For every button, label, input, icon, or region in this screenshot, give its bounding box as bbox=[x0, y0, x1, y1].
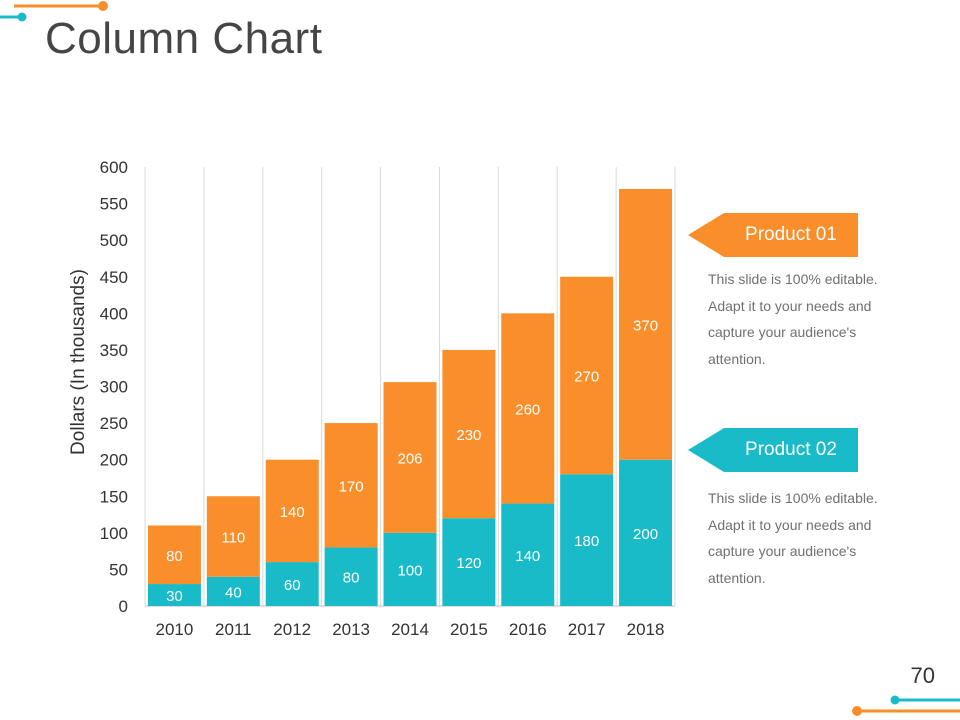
bar-product-01 bbox=[324, 423, 378, 548]
callout-label-product-01: Product 01 bbox=[745, 224, 837, 245]
description-line: This slide is 100% editable. bbox=[708, 271, 878, 287]
bar-product-02 bbox=[324, 547, 378, 606]
arrow-left-icon bbox=[688, 428, 858, 472]
top-orange-dot bbox=[98, 1, 108, 11]
x-tick-label: 2012 bbox=[273, 620, 311, 639]
data-label: 230 bbox=[456, 427, 481, 444]
y-tick-label: 0 bbox=[119, 597, 128, 616]
x-tick-label: 2016 bbox=[509, 620, 547, 639]
data-label: 370 bbox=[633, 317, 658, 334]
data-label: 170 bbox=[339, 478, 364, 495]
data-label: 140 bbox=[280, 504, 305, 521]
bar-product-01 bbox=[560, 276, 614, 475]
data-label: 180 bbox=[574, 533, 599, 550]
data-label: 80 bbox=[166, 548, 183, 565]
data-label: 140 bbox=[515, 548, 540, 565]
y-tick-label: 550 bbox=[100, 195, 128, 214]
data-label: 270 bbox=[574, 369, 599, 386]
bar-product-01 bbox=[265, 459, 319, 563]
data-label: 100 bbox=[397, 562, 422, 579]
y-tick-label: 450 bbox=[100, 268, 128, 287]
y-tick-label: 400 bbox=[100, 304, 128, 323]
y-tick-label: 50 bbox=[109, 560, 128, 579]
y-tick-label: 300 bbox=[100, 378, 128, 397]
top-teal-dot bbox=[17, 12, 27, 22]
data-label: 110 bbox=[221, 529, 245, 546]
arrow-left-icon bbox=[688, 213, 858, 257]
bar-product-02 bbox=[383, 532, 437, 606]
bar-product-01 bbox=[442, 349, 496, 519]
bar-product-01 bbox=[147, 525, 201, 585]
x-tick-label: 2013 bbox=[332, 620, 370, 639]
callout-description-product-01: This slide is 100% editable. Adapt it to… bbox=[708, 266, 908, 372]
data-label: 200 bbox=[633, 526, 658, 543]
description-line: capture your audience's bbox=[708, 324, 857, 340]
x-tick-label: 2015 bbox=[450, 620, 488, 639]
page-number: 70 bbox=[910, 663, 935, 688]
data-label: 60 bbox=[284, 577, 301, 594]
data-label: 30 bbox=[166, 588, 183, 605]
data-label: 40 bbox=[225, 584, 242, 601]
bar-product-01 bbox=[206, 496, 260, 577]
description-line: Adapt it to your needs and bbox=[708, 516, 872, 533]
y-tick-label: 200 bbox=[100, 451, 128, 470]
y-tick-label: 350 bbox=[100, 341, 128, 360]
callout-product-02: Product 02 bbox=[688, 428, 858, 472]
y-axis-title: Dollars (In thousands) bbox=[68, 269, 89, 455]
bar-product-02 bbox=[501, 503, 555, 606]
x-tick-label: 2017 bbox=[568, 620, 606, 639]
y-tick-label: 250 bbox=[100, 414, 128, 433]
description-line: attention. bbox=[708, 350, 766, 367]
bar-product-01 bbox=[619, 188, 673, 460]
data-label: 260 bbox=[515, 401, 540, 418]
x-tick-label: 2018 bbox=[627, 620, 665, 639]
data-label: 206 bbox=[397, 450, 422, 467]
bar-product-02 bbox=[206, 576, 260, 606]
description-line: capture your audience's bbox=[708, 543, 857, 559]
callout-product-01: Product 01 bbox=[688, 213, 858, 257]
x-tick-label: 2010 bbox=[156, 620, 194, 639]
description-line: This slide is 100% editable. bbox=[708, 490, 878, 506]
bar-product-02 bbox=[560, 474, 614, 606]
bottom-teal-dot bbox=[890, 695, 900, 705]
bar-product-02 bbox=[147, 584, 201, 606]
y-tick-label: 150 bbox=[100, 487, 128, 506]
y-tick-label: 100 bbox=[100, 524, 128, 543]
bar-product-01 bbox=[501, 313, 555, 504]
callout-label-product-02: Product 02 bbox=[745, 439, 837, 460]
description-line: Adapt it to your needs and bbox=[708, 297, 872, 314]
callout-description-product-02: This slide is 100% editable. Adapt it to… bbox=[708, 485, 908, 591]
slide-title: Column Chart bbox=[45, 14, 323, 63]
data-label: 120 bbox=[456, 555, 481, 572]
data-label: 80 bbox=[343, 570, 360, 587]
bar-product-02 bbox=[442, 518, 496, 606]
bottom-orange-dot bbox=[852, 706, 862, 716]
description-line: attention. bbox=[708, 569, 766, 586]
bar-product-02 bbox=[619, 459, 673, 606]
y-tick-label: 600 bbox=[100, 158, 128, 177]
x-tick-label: 2014 bbox=[391, 620, 429, 639]
bar-product-01 bbox=[383, 382, 437, 533]
bar-product-02 bbox=[265, 562, 319, 606]
y-tick-label: 500 bbox=[100, 231, 128, 250]
x-tick-label: 2011 bbox=[215, 620, 252, 639]
